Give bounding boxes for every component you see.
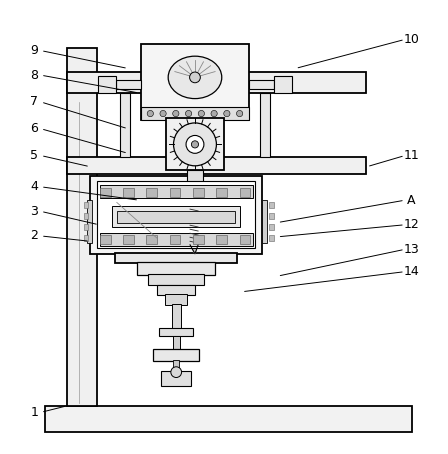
Bar — [249, 79, 274, 89]
Bar — [67, 158, 366, 174]
Bar — [84, 236, 88, 241]
Bar — [98, 76, 116, 93]
Bar — [216, 188, 227, 197]
Bar — [87, 200, 92, 242]
Circle shape — [191, 141, 198, 148]
Bar — [112, 206, 240, 227]
Bar — [84, 213, 88, 219]
Bar — [170, 188, 181, 197]
Bar — [172, 304, 181, 329]
Text: 2: 2 — [30, 229, 38, 242]
Bar — [84, 202, 88, 208]
Bar — [45, 405, 412, 433]
Circle shape — [171, 367, 181, 378]
Bar — [84, 224, 88, 230]
Circle shape — [190, 72, 200, 83]
Text: 4: 4 — [30, 180, 38, 193]
Text: 13: 13 — [404, 243, 419, 256]
Circle shape — [237, 110, 243, 117]
Bar — [192, 208, 198, 245]
Bar — [117, 211, 235, 222]
Bar — [100, 233, 253, 246]
Bar — [193, 188, 204, 197]
Text: 7: 7 — [30, 95, 38, 109]
Bar — [260, 93, 270, 158]
Bar — [269, 236, 274, 241]
Bar — [123, 236, 134, 244]
Bar — [269, 224, 274, 230]
Bar — [115, 253, 237, 263]
Bar — [173, 360, 179, 370]
Bar — [146, 236, 157, 244]
Text: 9: 9 — [30, 44, 38, 57]
Bar — [146, 188, 157, 197]
Circle shape — [160, 110, 166, 117]
Bar — [90, 176, 262, 254]
Bar — [137, 262, 215, 275]
Text: 11: 11 — [404, 149, 419, 162]
Bar — [216, 236, 227, 244]
Text: 12: 12 — [404, 218, 419, 231]
Bar — [97, 181, 255, 248]
Bar — [172, 336, 180, 350]
Bar — [67, 72, 366, 93]
Bar — [240, 188, 250, 197]
Bar — [152, 350, 199, 361]
Text: 6: 6 — [30, 122, 38, 135]
Bar — [262, 200, 267, 242]
Circle shape — [198, 110, 204, 117]
Text: 3: 3 — [30, 205, 38, 218]
Bar — [269, 202, 274, 208]
Ellipse shape — [168, 56, 222, 99]
Bar — [165, 295, 187, 305]
Polygon shape — [190, 245, 198, 254]
Bar — [240, 236, 250, 244]
Circle shape — [224, 110, 230, 117]
Bar — [274, 76, 292, 93]
Bar — [157, 285, 195, 295]
Bar — [269, 213, 274, 219]
Bar — [142, 107, 249, 120]
Circle shape — [147, 110, 153, 117]
Bar — [100, 186, 253, 198]
Bar — [123, 188, 134, 197]
Bar — [148, 274, 204, 285]
Circle shape — [186, 135, 204, 153]
Bar — [166, 118, 224, 170]
Circle shape — [173, 123, 216, 166]
Circle shape — [185, 110, 192, 117]
Bar — [100, 236, 111, 244]
Bar — [190, 186, 200, 209]
Bar — [187, 170, 202, 187]
Bar — [159, 328, 193, 336]
Text: 10: 10 — [404, 33, 419, 46]
Circle shape — [211, 110, 217, 117]
Bar — [67, 49, 97, 405]
Bar — [121, 93, 130, 158]
Text: 5: 5 — [30, 149, 38, 162]
Bar — [142, 44, 249, 120]
Text: 8: 8 — [30, 69, 38, 82]
Text: 14: 14 — [404, 265, 419, 278]
Bar — [161, 371, 190, 385]
Bar — [100, 188, 111, 197]
Circle shape — [172, 110, 179, 117]
Text: A: A — [407, 194, 416, 207]
Bar — [193, 236, 204, 244]
Text: 1: 1 — [30, 406, 38, 419]
Bar — [170, 236, 181, 244]
Bar — [116, 79, 142, 89]
